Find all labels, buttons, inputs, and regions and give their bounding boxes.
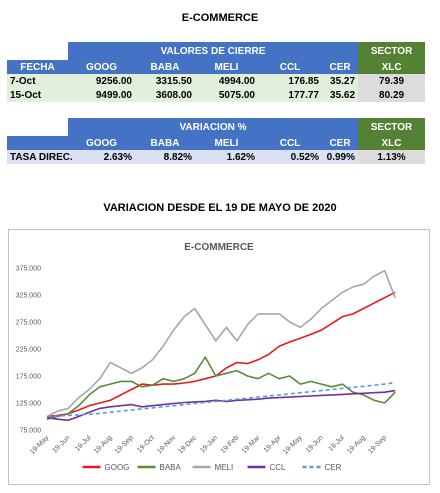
column-header: CER [322, 136, 358, 150]
cell: TASA DIREC. [7, 150, 73, 164]
cell: 4994.00 [195, 74, 258, 88]
y-tick-label: 75.000 [20, 428, 42, 435]
cell: 79.39 [358, 74, 426, 88]
column-header: BABA [135, 60, 195, 74]
variation-table: VARIACION % SECTOR GOOG BABA MELI CCL CER XLC … [7, 118, 425, 164]
cell: 176.85 [258, 74, 322, 88]
y-tick-label: 375.000 [16, 266, 41, 273]
column-header: GOOG [68, 136, 135, 150]
y-tick-label: 125.000 [16, 401, 41, 408]
series-line [46, 291, 396, 418]
y-tick-label: 175.000 [16, 374, 41, 381]
page-title: E-COMMERCE [181, 12, 259, 24]
cell: 1.13% [358, 150, 425, 164]
cell: 9499.00 [68, 88, 135, 102]
column-header: GOOG [68, 60, 135, 74]
cell: 3315.50 [135, 74, 195, 88]
cell: 177.77 [258, 88, 322, 102]
column-header: MELI [195, 136, 258, 150]
legend-label: CER [325, 463, 342, 472]
sector-header: SECTOR [358, 42, 426, 60]
column-header: CCL [258, 136, 322, 150]
subtitle: VARIACION DESDE EL 19 DE MAYO DE 2020 [103, 202, 337, 214]
series-line [46, 356, 396, 420]
legend-label: MELI [215, 463, 234, 472]
y-tick-label: 275.000 [16, 320, 41, 327]
column-header: FECHA [7, 60, 68, 74]
cell: 80.29 [358, 88, 426, 102]
cell: 8.82% [135, 150, 195, 164]
legend-label: BABA [160, 463, 182, 472]
cell: 35.62 [322, 88, 359, 102]
chart-frame [8, 229, 430, 485]
column-header: XLC [358, 60, 426, 74]
cell: 1.62% [195, 150, 258, 164]
legend-label: GOOG [105, 463, 130, 472]
chart-title: E-COMMERCE [184, 242, 254, 253]
series-line [46, 389, 396, 422]
column-header: XLC [358, 136, 425, 150]
group-header: VARIACION % [68, 118, 358, 136]
group-header: VALORES DE CIERRE [68, 42, 359, 60]
cell: 3608.00 [135, 88, 195, 102]
y-tick-label: 225.000 [16, 347, 41, 354]
y-tick-label: 325.000 [16, 293, 41, 300]
cell: 0.99% [322, 150, 358, 164]
column-header: CER [322, 60, 359, 74]
cell: 9256.00 [68, 74, 135, 88]
series-line [46, 269, 396, 418]
cell: 35.27 [322, 74, 359, 88]
closing-table: VALORES DE CIERRE SECTOR FECHA GOOG BABA MEL… [7, 42, 426, 102]
cell: 15-Oct [7, 88, 68, 102]
column-header: CCL [258, 60, 322, 74]
sector-header: SECTOR [358, 118, 425, 136]
blank [7, 136, 68, 150]
cell: 2.63% [68, 150, 135, 164]
column-header: BABA [135, 136, 195, 150]
series-line [46, 381, 396, 418]
cell: 7-Oct [7, 74, 68, 88]
cell: 5075.00 [195, 88, 258, 102]
legend-label: CCL [270, 463, 287, 472]
cell: 0.52% [258, 150, 322, 164]
column-header: MELI [195, 60, 258, 74]
